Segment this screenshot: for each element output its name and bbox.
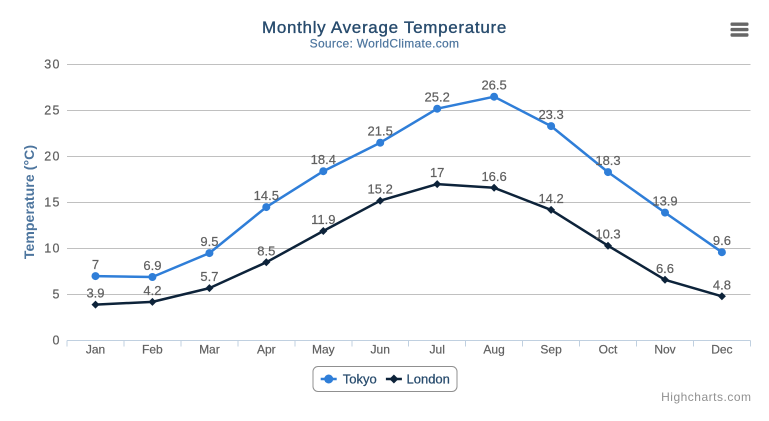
svg-text:Oct: Oct — [599, 343, 618, 357]
svg-text:Jan: Jan — [86, 343, 105, 357]
svg-text:3.9: 3.9 — [86, 286, 104, 301]
svg-text:6.9: 6.9 — [143, 258, 161, 273]
svg-text:Monthly Average Temperature: Monthly Average Temperature — [262, 18, 507, 37]
svg-text:4.8: 4.8 — [713, 277, 731, 292]
svg-text:20: 20 — [44, 150, 61, 164]
svg-text:17: 17 — [430, 165, 444, 180]
svg-text:Tokyo: Tokyo — [343, 371, 377, 386]
svg-text:23.3: 23.3 — [538, 107, 563, 122]
svg-text:Jun: Jun — [371, 343, 390, 357]
svg-text:4.2: 4.2 — [143, 283, 161, 298]
svg-text:7: 7 — [92, 257, 99, 272]
svg-text:14.2: 14.2 — [538, 191, 563, 206]
svg-text:5.7: 5.7 — [200, 269, 218, 284]
svg-text:Source: WorldClimate.com: Source: WorldClimate.com — [310, 37, 460, 51]
svg-text:5: 5 — [53, 288, 61, 302]
svg-text:Highcharts.com: Highcharts.com — [661, 390, 751, 404]
svg-text:14.5: 14.5 — [254, 188, 279, 203]
svg-text:Aug: Aug — [483, 343, 504, 357]
svg-text:10: 10 — [44, 242, 61, 256]
svg-text:11.9: 11.9 — [311, 212, 335, 227]
svg-text:18.4: 18.4 — [311, 152, 336, 167]
svg-text:0: 0 — [53, 334, 61, 348]
svg-text:May: May — [312, 343, 335, 357]
svg-text:9.6: 9.6 — [713, 233, 731, 248]
svg-text:15: 15 — [44, 196, 61, 210]
svg-text:Mar: Mar — [199, 343, 220, 357]
svg-text:16.6: 16.6 — [481, 169, 506, 184]
svg-text:13.9: 13.9 — [652, 194, 677, 209]
svg-text:26.5: 26.5 — [481, 78, 506, 93]
svg-text:Jul: Jul — [430, 343, 445, 357]
svg-text:25: 25 — [44, 104, 61, 118]
svg-text:Dec: Dec — [711, 343, 732, 357]
svg-text:9.5: 9.5 — [200, 234, 218, 249]
svg-text:6.6: 6.6 — [656, 261, 674, 276]
svg-text:Apr: Apr — [257, 343, 276, 357]
svg-text:10.3: 10.3 — [595, 227, 620, 242]
svg-text:8.5: 8.5 — [257, 243, 275, 258]
svg-text:London: London — [407, 371, 450, 386]
svg-text:Nov: Nov — [654, 343, 675, 357]
svg-text:30: 30 — [44, 58, 61, 72]
svg-text:18.3: 18.3 — [595, 153, 620, 168]
svg-text:Sep: Sep — [540, 343, 562, 357]
svg-text:25.2: 25.2 — [425, 90, 450, 105]
svg-text:21.5: 21.5 — [368, 124, 393, 139]
svg-text:Feb: Feb — [142, 343, 163, 357]
svg-text:15.2: 15.2 — [368, 182, 393, 197]
svg-text:Temperature (°C): Temperature (°C) — [21, 145, 37, 259]
